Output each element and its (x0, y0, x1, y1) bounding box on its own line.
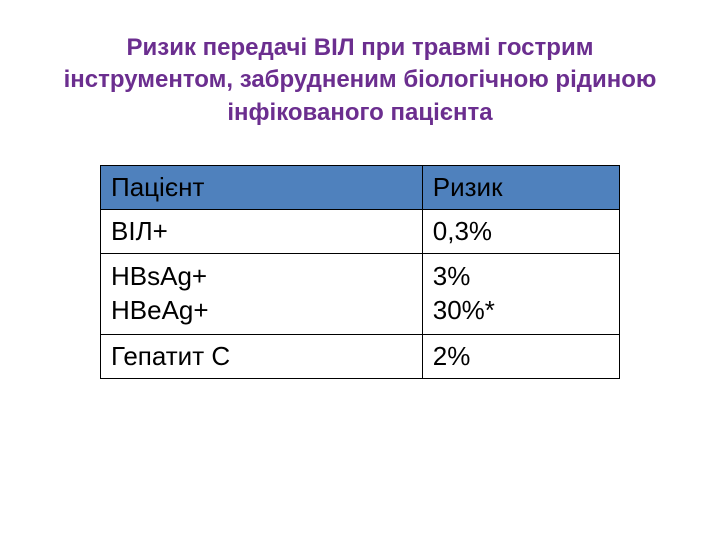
table-row: HBsAg+ HBeAg+ 3% 30%* (101, 254, 620, 335)
table-row: ВІЛ+ 0,3% (101, 210, 620, 254)
cell-patient: HBsAg+ HBeAg+ (101, 254, 423, 335)
cell-risk: 0,3% (422, 210, 619, 254)
table-row: Гепатит С 2% (101, 334, 620, 378)
table-header-risk: Ризик (422, 166, 619, 210)
cell-patient: Гепатит С (101, 334, 423, 378)
table-header-row: Пацієнт Ризик (101, 166, 620, 210)
risk-table: Пацієнт Ризик ВІЛ+ 0,3% HBsAg+ HBeAg+ 3%… (100, 165, 620, 379)
cell-risk: 3% 30%* (422, 254, 619, 335)
cell-risk: 2% (422, 334, 619, 378)
slide-title: Ризик передачі ВІЛ при травмі гострим ін… (0, 32, 720, 129)
table-header-patient: Пацієнт (101, 166, 423, 210)
table-body: ВІЛ+ 0,3% HBsAg+ HBeAg+ 3% 30%* Гепатит … (101, 210, 620, 379)
cell-patient: ВІЛ+ (101, 210, 423, 254)
